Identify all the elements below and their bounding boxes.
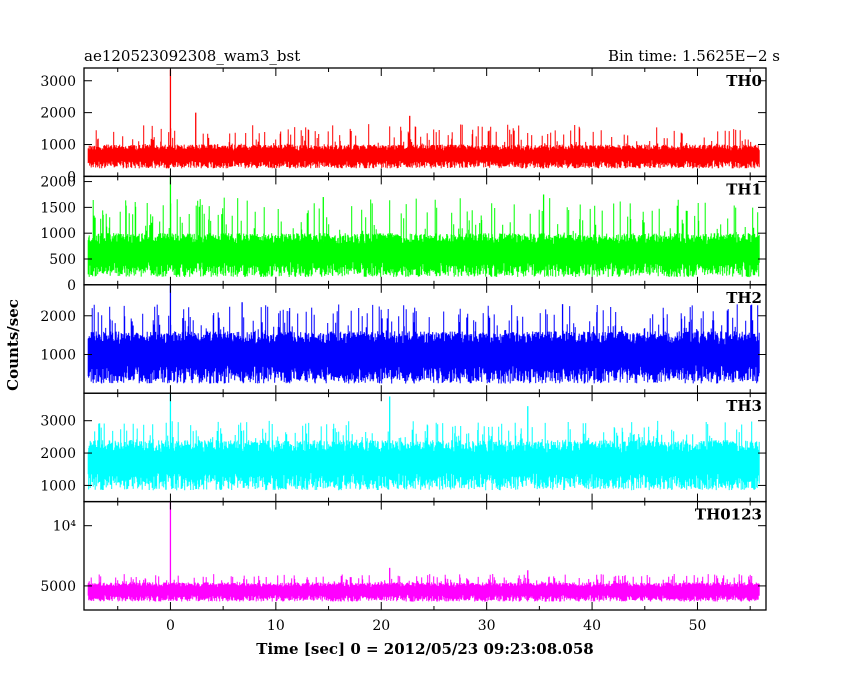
x-tick-label: 0: [166, 618, 175, 634]
y-tick-label: 10⁴: [53, 519, 77, 535]
y-tick-label: 0: [67, 169, 76, 185]
panel-frame: [83, 500, 767, 611]
y-tick-label: 3000: [40, 414, 76, 430]
panel-th2: 1000 2000 TH2: [40, 284, 767, 394]
panel-label: TH1: [726, 180, 762, 198]
panel-label: TH0: [726, 72, 762, 90]
panel-th0: 0 1000 2000 3000 TH0: [40, 67, 767, 185]
chart-title-left: ae120523092308_wam3_bst: [84, 47, 300, 65]
y-tick-label: 2000: [40, 106, 76, 122]
x-tick-label: 40: [583, 618, 601, 634]
y-tick-label: 0: [67, 278, 76, 294]
y-tick-label: 2000: [40, 175, 76, 191]
y-tick-label: 2000: [40, 446, 76, 462]
x-tick-label: 10: [267, 618, 285, 634]
panel-th0123: 5000 10⁴ TH0123: [40, 500, 767, 611]
y-tick-label: 500: [49, 252, 76, 268]
y-tick-label: 1000: [40, 138, 76, 154]
x-axis-tick-labels: 0 10 20 30 40 50: [166, 618, 706, 634]
chart-panels: 0 1000 2000 3000 TH0 0 500 1000 1500 2000 TH1 1000 2…: [40, 67, 767, 611]
series-th3: [87, 420, 760, 491]
panel-label: TH3: [726, 397, 762, 415]
y-tick-label: 1000: [40, 478, 76, 494]
panel-th1: 0 500 1000 1500 2000 TH1: [40, 175, 767, 294]
chart-title-right: Bin time: 1.5625E−2 s: [608, 47, 780, 65]
x-tick-label: 30: [478, 618, 496, 634]
y-axis-label: Counts/sec: [4, 299, 22, 391]
y-tick-label: 5000: [40, 579, 76, 595]
y-tick-label: 2000: [40, 309, 76, 325]
panel-label: TH2: [726, 289, 762, 307]
y-tick-label: 3000: [40, 74, 76, 90]
panel-label: TH0123: [695, 506, 762, 524]
y-tick-label: 1500: [40, 200, 76, 216]
series-th1: [87, 197, 760, 278]
x-tick-label: 50: [689, 618, 707, 634]
panel-th3: 1000 2000 3000 TH3: [40, 392, 767, 503]
y-tick-label: 1000: [40, 347, 76, 363]
x-axis-label: Time [sec] 0 = 2012/05/23 09:23:08.058: [256, 640, 593, 658]
series-th0123: [87, 574, 760, 602]
y-tick-label: 1000: [40, 226, 76, 242]
x-tick-label: 20: [372, 618, 390, 634]
series-th0: [87, 124, 760, 169]
series-th2: [87, 304, 760, 384]
